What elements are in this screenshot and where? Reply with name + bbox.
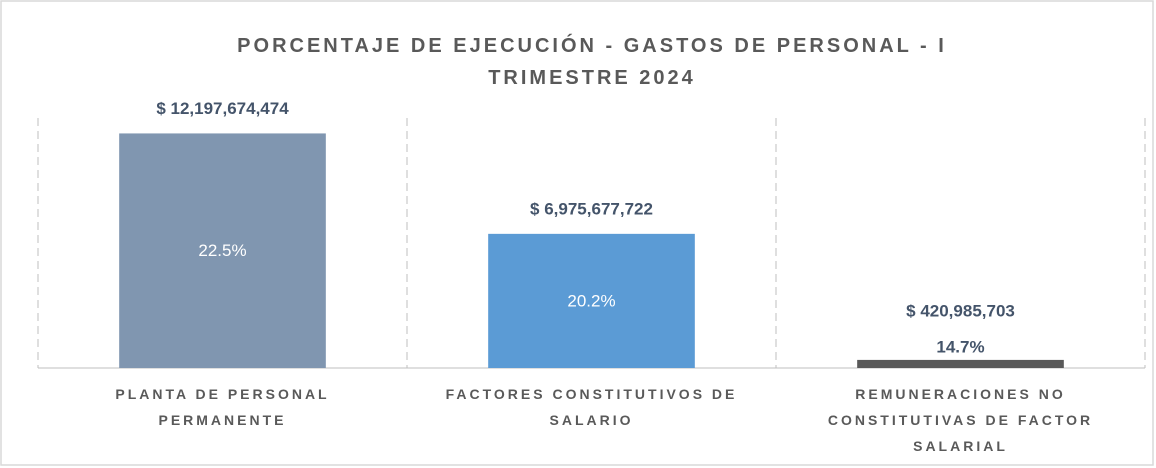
- percentage-label: 20.2%: [567, 291, 615, 310]
- value-label: $ 12,197,674,474: [156, 99, 289, 118]
- text-line: SALARIO: [550, 412, 634, 428]
- text-line: REMUNERACIONES NO: [855, 386, 1065, 402]
- text-line: SALARIAL: [913, 438, 1008, 454]
- value-label: $ 6,975,677,722: [530, 199, 653, 218]
- percentage-label: 22.5%: [198, 241, 246, 260]
- x-tick-label: REMUNERACIONES NO CONSTITUTIVAS DE FACTOR…: [828, 386, 1093, 454]
- bar: [119, 133, 326, 368]
- x-tick-label: PLANTA DE PERSONAL PERMANENTE: [115, 386, 329, 428]
- x-tick-label: FACTORES CONSTITUTIVOS DE SALARIO: [446, 386, 738, 428]
- text-line: TRIMESTRE 2024: [488, 67, 696, 89]
- text-line: PLANTA DE PERSONAL: [115, 386, 329, 402]
- bar: [488, 233, 695, 368]
- text-line: FACTORES CONSTITUTIVOS DE: [446, 386, 738, 402]
- text-line: CONSTITUTIVAS DE FACTOR: [828, 412, 1093, 428]
- chart-title: PORCENTAJE DE EJECUCIÓN - GASTOS DE PERS…: [237, 33, 947, 89]
- percentage-label: 14.7%: [936, 337, 984, 356]
- text-line: PORCENTAJE DE EJECUCIÓN - GASTOS DE PERS…: [237, 33, 947, 57]
- value-label: $ 420,985,703: [906, 301, 1015, 320]
- text-line: PERMANENTE: [158, 412, 286, 428]
- bar: [857, 359, 1064, 368]
